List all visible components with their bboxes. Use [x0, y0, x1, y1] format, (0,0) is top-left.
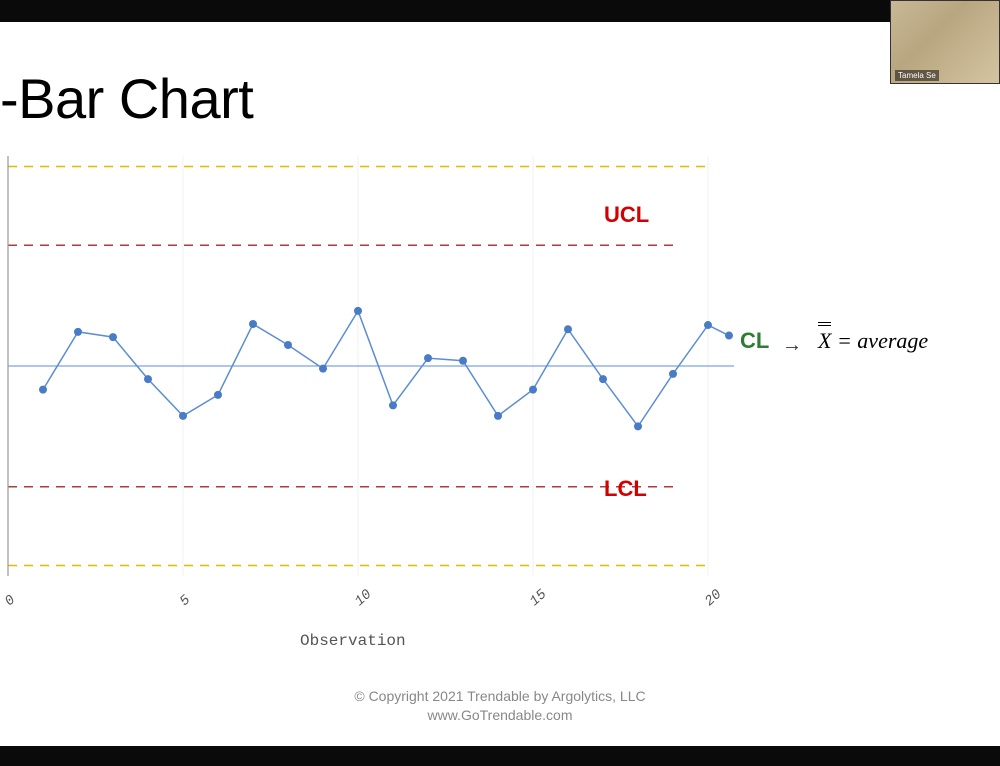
arrow-icon: →	[782, 334, 802, 357]
ucl-label: UCL	[604, 202, 649, 228]
formula-text: X = average	[818, 328, 928, 354]
x-double-bar: X	[818, 328, 831, 354]
slide-title: -Bar Chart	[0, 66, 253, 131]
webcam-name: Tamela Se	[895, 70, 939, 81]
x-axis-label: Observation	[300, 632, 406, 650]
formula-rhs: = average	[837, 328, 928, 353]
copyright: © Copyright 2021 Trendable by Argolytics…	[0, 687, 1000, 726]
lcl-label: LCL	[604, 476, 647, 502]
cl-label: CL	[740, 328, 769, 354]
copyright-line1: © Copyright 2021 Trendable by Argolytics…	[0, 687, 1000, 707]
copyright-line2: www.GoTrendable.com	[0, 706, 1000, 726]
slide-area: -Bar Chart UCL LCL CL → X = average Obse…	[0, 22, 1000, 746]
webcam-thumbnail[interactable]: Tamela Se	[890, 0, 1000, 84]
